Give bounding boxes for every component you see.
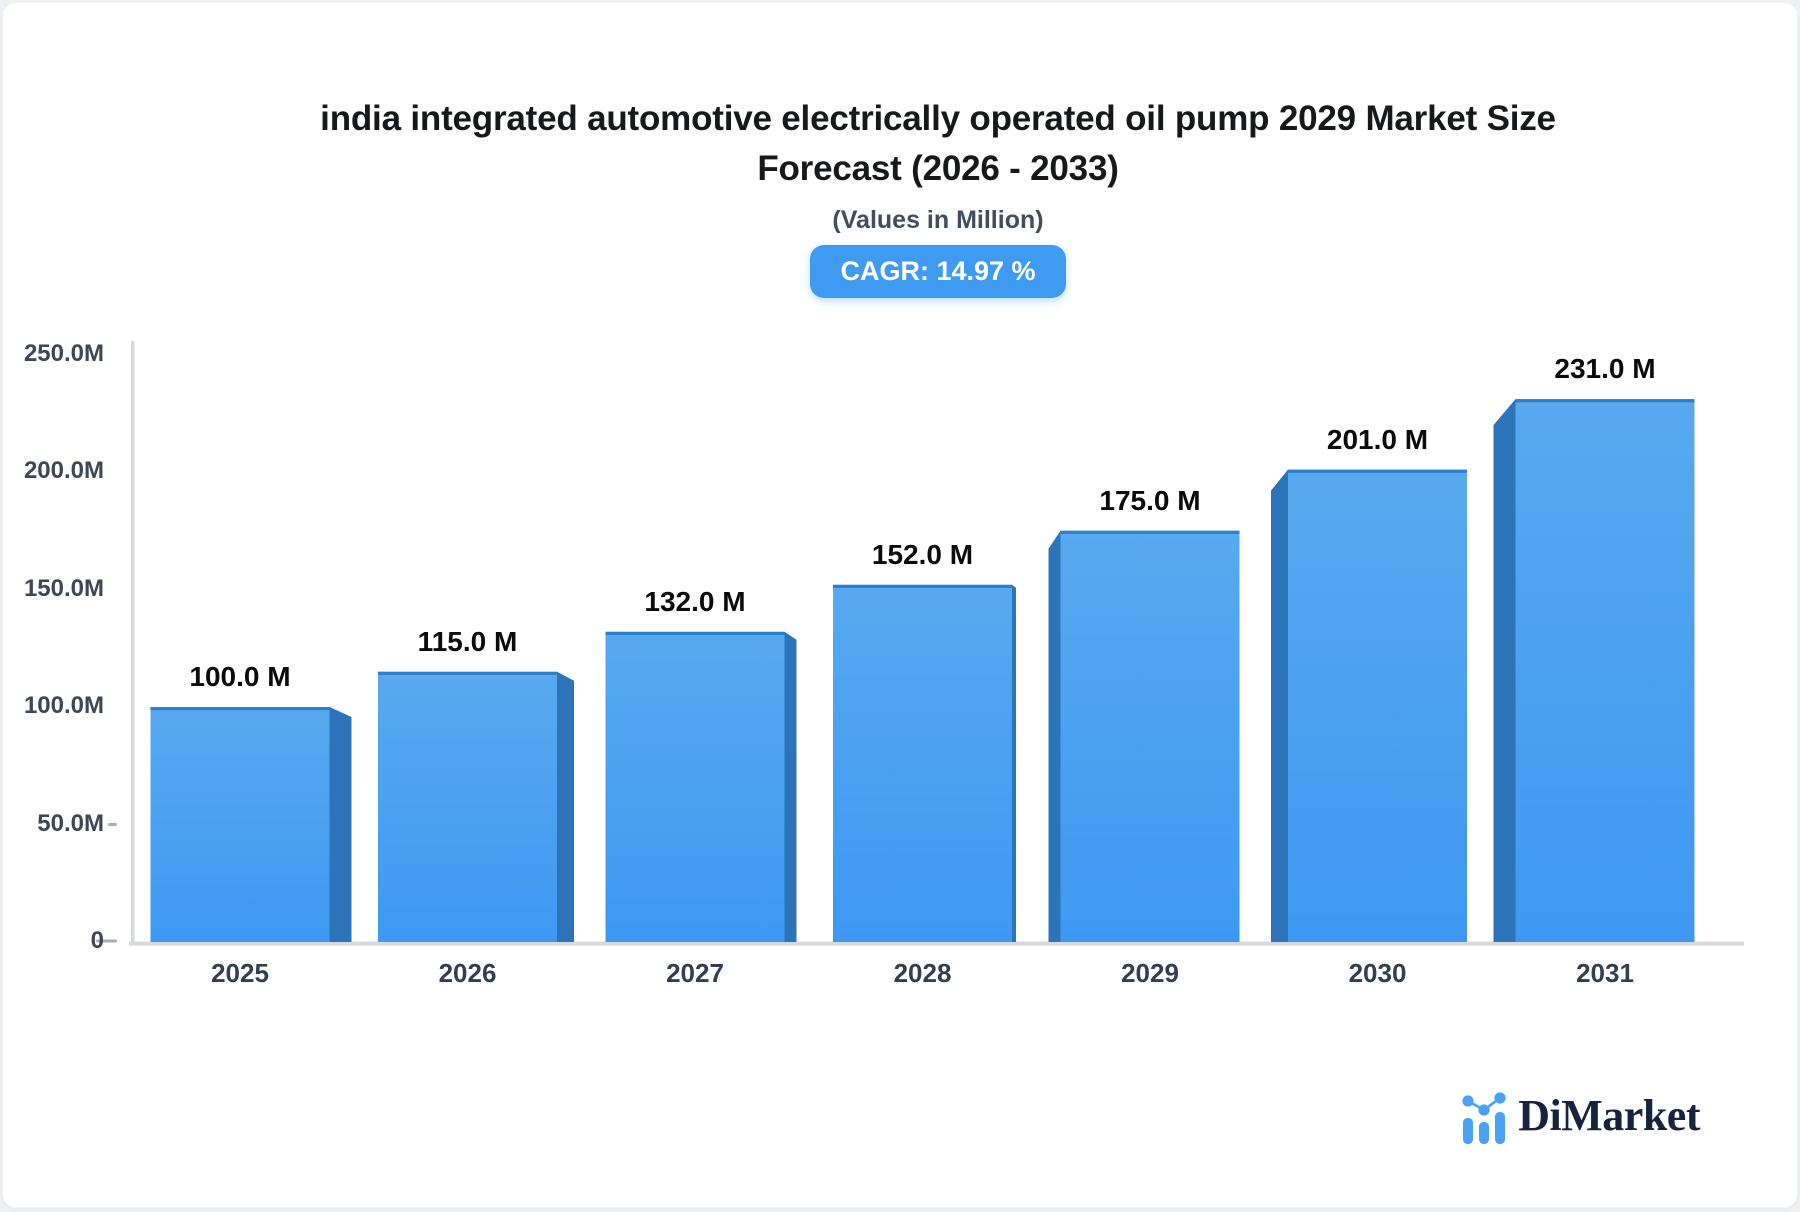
x-axis-label: 2026: [438, 958, 497, 988]
bar-top-edge: [1060, 530, 1240, 534]
y-axis-line: [131, 341, 135, 945]
bar-side-face: [557, 671, 574, 942]
bar-side-face: [329, 707, 352, 942]
bar-front-face: [605, 631, 785, 942]
y-axis-tick: [96, 939, 117, 943]
bar-2030[interactable]: [1271, 469, 1467, 942]
bar-side-face: [1048, 530, 1061, 942]
bar-front-face: [378, 671, 557, 942]
bar-side-face: [1493, 399, 1516, 942]
bar-value-label: 115.0 M: [417, 625, 518, 657]
bar-2025[interactable]: [150, 707, 352, 942]
y-axis-label: 0: [90, 927, 104, 954]
bar-front-face: [1288, 469, 1467, 942]
bar-value-label: 152.0 M: [871, 538, 974, 570]
bar-2029[interactable]: [1048, 530, 1240, 942]
bar-2028[interactable]: [833, 584, 1016, 942]
cagr-badge: CAGR: 14.97 %: [810, 245, 1066, 298]
bar-2026[interactable]: [378, 671, 574, 942]
bar-2027[interactable]: [605, 631, 797, 942]
bar-front-face: [1515, 399, 1695, 942]
y-axis-label: 150.0M: [23, 574, 104, 602]
x-axis-label: 2029: [1121, 958, 1179, 988]
x-axis-label: 2025: [211, 958, 269, 988]
bar-side-face: [784, 631, 797, 942]
bar-front-face: [833, 584, 1012, 942]
y-axis-tick: [108, 823, 117, 826]
logo-text: DiMarket: [1518, 1091, 1700, 1140]
bar-top-edge: [605, 631, 785, 635]
bar-value-label: 100.0 M: [189, 661, 291, 692]
bar-front-face: [150, 707, 330, 942]
bar-value-label: 132.0 M: [644, 585, 746, 617]
chart-subtitle: (Values in Million): [832, 206, 1044, 234]
bar-value-label: 201.0 M: [1326, 423, 1429, 455]
x-axis-label: 2028: [893, 958, 952, 988]
y-axis-label: 200.0M: [23, 457, 104, 484]
bar-side-face: [1271, 469, 1288, 942]
y-axis-label: 250.0M: [23, 339, 104, 367]
dimarket-logo: DiMarket: [1462, 1088, 1700, 1144]
mini-bar-chart-icon: [1462, 1092, 1506, 1144]
bar-top-edge: [378, 671, 557, 675]
bar-value-label: 175.0 M: [1099, 484, 1201, 516]
x-axis-label: 2030: [1348, 958, 1407, 988]
chart-title-line2: Forecast (2026 - 2033): [757, 149, 1119, 188]
bar-front-face: [1060, 530, 1240, 942]
bar-value-label: 231.0 M: [1554, 353, 1656, 385]
x-axis-label: 2027: [666, 958, 724, 988]
y-axis-label: 100.0M: [23, 692, 104, 719]
chart-header: india integrated automotive electrically…: [76, 0, 1800, 298]
chart-title: india integrated automotive electrically…: [76, 0, 1800, 194]
bar-side-face: [1012, 584, 1016, 942]
chart-title-line1: india integrated automotive electrically…: [320, 99, 1556, 138]
bar-2031[interactable]: [1493, 399, 1695, 942]
y-axis-label: 50.0M: [37, 809, 104, 837]
x-axis-label: 2031: [1576, 958, 1634, 988]
bar-top-edge: [1288, 469, 1467, 473]
bar-top-edge: [1515, 399, 1695, 403]
bar-top-edge: [833, 584, 1012, 588]
bar-top-edge: [150, 707, 330, 711]
x-axis-line: [129, 941, 1744, 946]
